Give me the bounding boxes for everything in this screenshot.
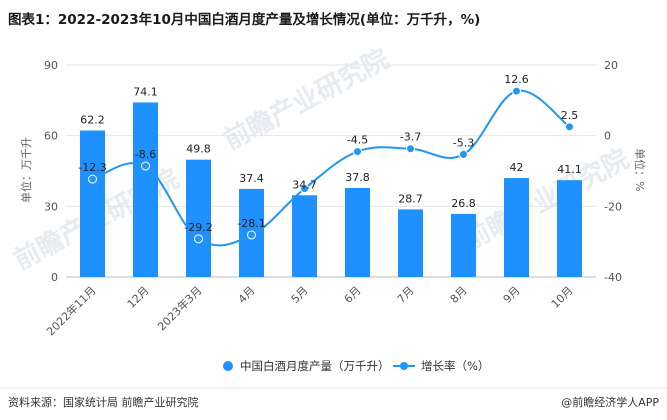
growth-point xyxy=(459,149,468,159)
x-axis-tick-label: 4月 xyxy=(236,284,258,306)
bar xyxy=(345,187,370,277)
legend: 中国白酒月度产量（万千升） 增长率（%） xyxy=(223,359,489,373)
bar-value-label: 41.1 xyxy=(557,163,582,176)
bar xyxy=(451,213,476,277)
left-axis-tick-label: 0 xyxy=(51,271,58,284)
growth-point xyxy=(141,161,150,171)
right-axis-title: 单位：% xyxy=(633,148,647,191)
bar xyxy=(186,159,211,277)
bar-value-label: 74.1 xyxy=(133,85,158,98)
growth-point xyxy=(247,230,256,240)
line-value-label: 12.6 xyxy=(504,73,529,86)
line-value-label: -4.5 xyxy=(347,134,368,147)
x-axis-tick-label: 2023年3月 xyxy=(154,283,204,333)
bar-value-label: 37.8 xyxy=(345,171,370,184)
right-axis-tick-label: -20 xyxy=(604,200,622,213)
bar xyxy=(557,180,582,277)
bar xyxy=(292,195,317,277)
x-axis-tick-label: 2022年11月 xyxy=(43,283,98,338)
bar xyxy=(133,102,158,277)
growth-point xyxy=(406,144,415,154)
line-value-label: 2.5 xyxy=(561,109,579,122)
footer-source: 资料来源：国家统计局 前瞻产业研究院 xyxy=(8,395,199,409)
growth-point xyxy=(194,234,203,244)
growth-line xyxy=(92,89,571,247)
line-value-label: -8.6 xyxy=(135,148,156,161)
bar xyxy=(504,178,529,277)
bar-value-label: 62.2 xyxy=(80,113,105,126)
legend-bar-label: 中国白酒月度产量（万千升） xyxy=(240,359,390,373)
x-axis-tick-label: 9月 xyxy=(501,284,523,306)
bar-value-label: 28.7 xyxy=(398,192,423,205)
left-axis-title: 单位：万千升 xyxy=(19,137,33,203)
footer-brand: @前瞻经济学人APP xyxy=(561,395,659,409)
growth-point xyxy=(353,147,362,157)
x-axis-tick-label: 6月 xyxy=(342,284,364,306)
x-axis-tick-label: 10月 xyxy=(549,284,576,311)
right-axis-tick-label: -40 xyxy=(604,271,622,284)
right-axis-tick-label: 20 xyxy=(604,59,618,72)
x-axis-tick-label: 8月 xyxy=(448,284,470,306)
right-axis-tick-label: 0 xyxy=(604,130,611,143)
left-axis-tick-label: 30 xyxy=(44,200,58,213)
line-value-label: -29.2 xyxy=(184,221,212,234)
line-value-label: -12.3 xyxy=(78,161,106,174)
bar xyxy=(398,209,423,277)
line-value-label: -28.1 xyxy=(237,217,265,230)
bar-value-label: 37.4 xyxy=(239,172,264,185)
legend-line-label: 增长率（%） xyxy=(421,359,489,373)
x-axis-tick-label: 5月 xyxy=(289,284,311,306)
bar-value-label: 34.7 xyxy=(292,178,317,191)
growth-point xyxy=(565,122,574,132)
chart-title: 图表1：2022-2023年10月中国白酒月度产量及增长情况(单位：万千升，%) xyxy=(8,11,480,28)
left-axis-tick-label: 90 xyxy=(44,59,58,72)
bar-value-label: 26.8 xyxy=(451,197,476,210)
x-axis-tick-label: 7月 xyxy=(395,284,417,306)
line-value-label: -5.3 xyxy=(453,136,474,149)
legend-bar-marker xyxy=(223,361,233,371)
left-axis-tick-label: 60 xyxy=(44,130,58,143)
bar xyxy=(80,130,105,277)
growth-point xyxy=(300,184,309,194)
growth-point xyxy=(88,174,97,184)
legend-line-marker xyxy=(400,362,408,370)
bar-value-label: 42 xyxy=(510,161,524,174)
line-value-label: -3.7 xyxy=(400,131,421,144)
growth-point xyxy=(512,86,521,96)
bar-value-label: 49.8 xyxy=(186,143,211,156)
x-axis-tick-label: 12月 xyxy=(125,284,152,311)
